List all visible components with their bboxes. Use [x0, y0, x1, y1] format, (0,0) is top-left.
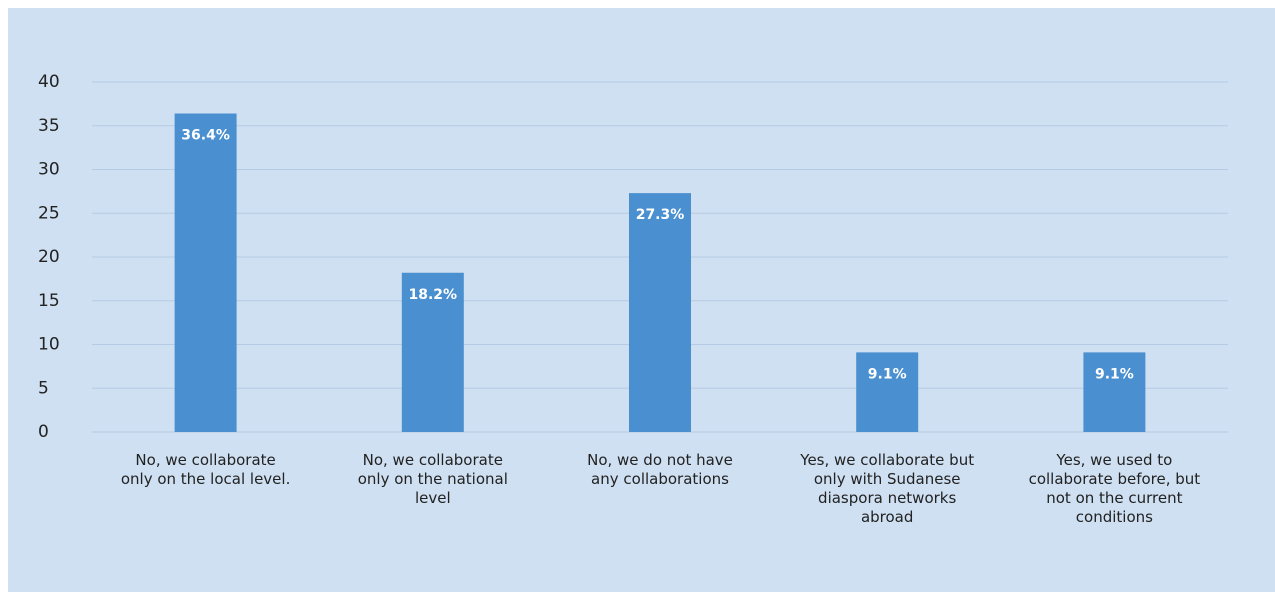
- y-tick-label: 30: [38, 160, 60, 180]
- y-tick-label: 35: [38, 116, 60, 136]
- bar: [401, 272, 464, 432]
- bar: [174, 113, 237, 432]
- y-tick-label: 20: [38, 247, 60, 267]
- y-tick-label: 25: [38, 203, 60, 223]
- y-tick-label: 0: [38, 422, 49, 442]
- x-tick-label: No, we collaborate only on the national …: [357, 451, 508, 507]
- x-tick-label: Yes, we used to collaborate before, but …: [1028, 451, 1201, 526]
- x-tick-label: No, we collaborate only on the local lev…: [120, 451, 291, 488]
- data-label: 18.2%: [409, 287, 458, 303]
- x-tick-label: Yes, we collaborate but only with Sudane…: [800, 451, 975, 526]
- bar: [1083, 352, 1146, 432]
- data-label: 27.3%: [636, 207, 685, 223]
- data-label: 36.4%: [181, 128, 230, 144]
- y-tick-label: 40: [38, 72, 60, 92]
- data-label: 9.1%: [868, 366, 907, 382]
- y-tick-label: 10: [38, 335, 60, 355]
- bar: [629, 193, 691, 432]
- data-label: 9.1%: [1095, 366, 1134, 382]
- y-tick-label: 5: [38, 378, 49, 398]
- y-tick-label: 15: [38, 291, 60, 311]
- bar: [856, 352, 919, 432]
- x-tick-label: No, we do not have any collaborations: [587, 451, 733, 488]
